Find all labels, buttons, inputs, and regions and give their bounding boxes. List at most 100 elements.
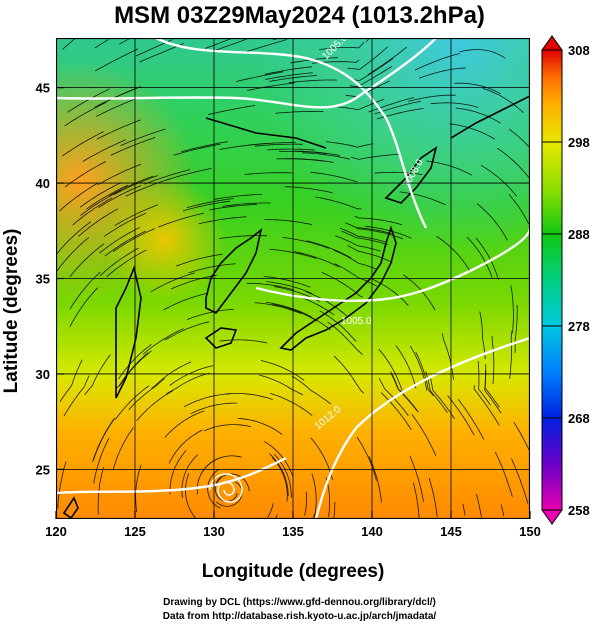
streamline	[408, 94, 456, 102]
streamline	[276, 158, 325, 162]
streamline	[511, 458, 529, 504]
streamline	[514, 304, 518, 353]
streamline	[246, 282, 295, 291]
streamline	[315, 196, 362, 210]
streamline	[265, 301, 312, 318]
streamline	[345, 80, 390, 98]
streamline	[294, 251, 340, 268]
streamline	[135, 464, 142, 513]
streamline	[59, 182, 99, 212]
map-title: MSM 03Z29May2024 (1013.2hPa)	[114, 2, 485, 29]
streamline	[325, 141, 374, 148]
streamline	[173, 143, 221, 156]
streamline	[349, 65, 393, 88]
streamline	[186, 308, 234, 320]
streamline	[118, 344, 152, 380]
streamline	[96, 119, 141, 140]
streamline	[282, 237, 330, 249]
streamline	[264, 219, 313, 225]
streamline	[449, 123, 495, 140]
streamline	[84, 354, 111, 395]
streamline	[168, 429, 203, 464]
streamline	[356, 228, 404, 240]
streamline	[79, 182, 122, 208]
streamline	[208, 105, 256, 115]
streamline	[476, 203, 508, 241]
streamline	[365, 225, 412, 239]
streamline	[78, 208, 118, 237]
streamline	[441, 333, 454, 380]
colorbar-max-arrow	[541, 35, 563, 51]
streamline	[409, 455, 424, 502]
streamline	[113, 175, 158, 195]
streamline	[494, 451, 513, 497]
streamline	[411, 414, 437, 456]
streamline	[356, 436, 377, 481]
streamline	[351, 154, 399, 160]
streamline	[368, 97, 415, 113]
streamline	[114, 204, 159, 227]
streamline	[345, 222, 392, 235]
streamline	[310, 171, 358, 183]
streamline	[112, 228, 156, 253]
streamline	[304, 491, 307, 516]
streamline	[333, 501, 336, 519]
streamline	[399, 191, 446, 206]
streamline	[462, 503, 466, 516]
streamline	[165, 168, 212, 181]
streamline	[347, 245, 393, 263]
streamline	[94, 39, 109, 49]
streamline	[378, 348, 403, 391]
streamline	[482, 88, 524, 113]
streamline	[166, 372, 210, 395]
streamline	[164, 321, 210, 341]
streamline	[163, 292, 209, 311]
streamline	[120, 128, 166, 147]
streamline	[319, 310, 357, 342]
streamline	[186, 198, 235, 208]
streamline	[302, 152, 350, 160]
streamline	[214, 476, 238, 502]
streamline	[510, 285, 514, 334]
streamline	[86, 184, 129, 210]
streamline	[236, 71, 284, 82]
streamline	[212, 38, 247, 52]
streamline	[169, 450, 187, 495]
streamline	[237, 418, 283, 435]
streamline	[110, 137, 156, 156]
streamline	[409, 345, 428, 391]
streamline	[183, 393, 231, 408]
streamline	[69, 287, 98, 327]
streamline	[259, 374, 303, 396]
streamline	[447, 395, 475, 436]
streamline	[56, 237, 90, 273]
x-tick-label: 145	[440, 524, 462, 539]
streamline	[182, 200, 231, 212]
streamline	[380, 392, 412, 431]
streamline	[169, 365, 214, 386]
streamline	[479, 311, 486, 360]
streamline	[374, 171, 423, 175]
streamline	[150, 272, 195, 293]
x-tick-label: 120	[45, 524, 67, 539]
colorbar-label: 258	[568, 503, 590, 518]
colorbar-label: 308	[568, 43, 590, 58]
streamline	[63, 375, 90, 417]
streamline	[72, 197, 113, 226]
streamline	[209, 204, 258, 211]
streamline	[62, 131, 104, 157]
streamline	[263, 276, 311, 288]
streamline	[94, 87, 139, 108]
streamline	[426, 160, 473, 176]
streamline	[266, 281, 313, 295]
streamline	[265, 72, 313, 80]
streamline	[484, 370, 502, 414]
streamline	[80, 189, 122, 216]
streamline	[222, 202, 271, 207]
streamline	[254, 302, 302, 315]
streamline	[64, 101, 107, 127]
x-tick-label: 135	[282, 524, 304, 539]
streamline	[347, 46, 388, 70]
streamline	[176, 253, 223, 267]
